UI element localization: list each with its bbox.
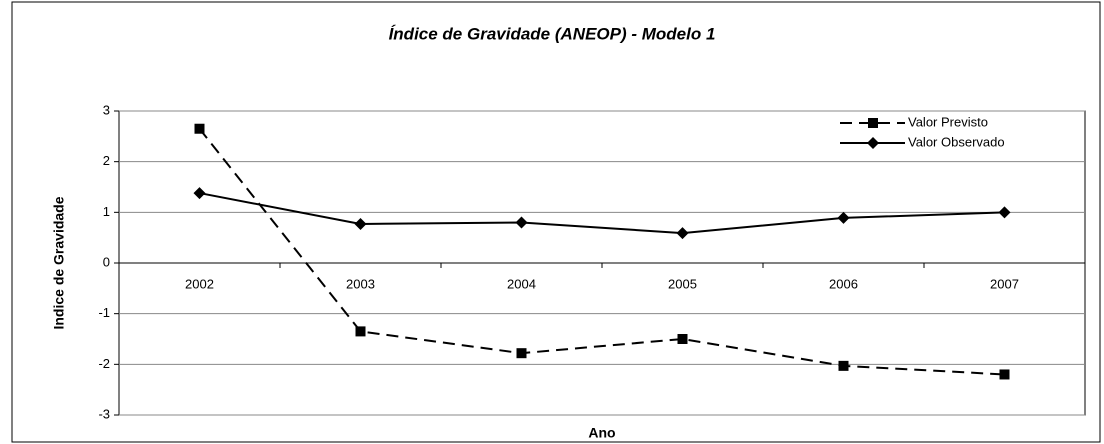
marker (355, 326, 366, 337)
x-tick-label: 2002 (185, 276, 214, 291)
marker (838, 360, 849, 371)
y-tick-label: 0 (103, 254, 110, 269)
marker (677, 334, 688, 344)
x-tick-label: 2005 (668, 276, 697, 291)
marker (354, 217, 367, 230)
marker (515, 216, 528, 229)
marker (998, 206, 1011, 219)
x-tick-label: 2007 (990, 276, 1019, 291)
x-tick-label: 2004 (507, 276, 536, 291)
y-tick-label: -2 (98, 356, 110, 371)
marker (868, 118, 878, 128)
y-tick-label: -3 (98, 406, 110, 421)
marker (193, 187, 206, 200)
x-axis-title: Ano (588, 425, 615, 441)
marker (867, 137, 879, 149)
y-tick-label: 3 (103, 102, 110, 117)
marker (194, 123, 205, 134)
marker (516, 348, 527, 359)
x-tick-label: 2006 (829, 276, 858, 291)
y-tick-label: -1 (98, 305, 110, 320)
legend-label: Valor Observado (908, 134, 1005, 149)
x-tick-label: 2003 (346, 276, 375, 291)
legend-label: Valor Previsto (908, 114, 988, 129)
marker (676, 227, 689, 240)
marker (999, 369, 1010, 380)
series-line (198, 128, 1005, 376)
marker (837, 211, 850, 224)
y-axis-title: Indice de Gravidade (51, 196, 67, 329)
y-tick-label: 1 (103, 204, 110, 219)
series-line (199, 192, 1005, 235)
y-tick-label: 2 (103, 153, 110, 168)
chart-title: Índice de Gravidade (ANEOP) - Modelo 1 (389, 24, 716, 43)
